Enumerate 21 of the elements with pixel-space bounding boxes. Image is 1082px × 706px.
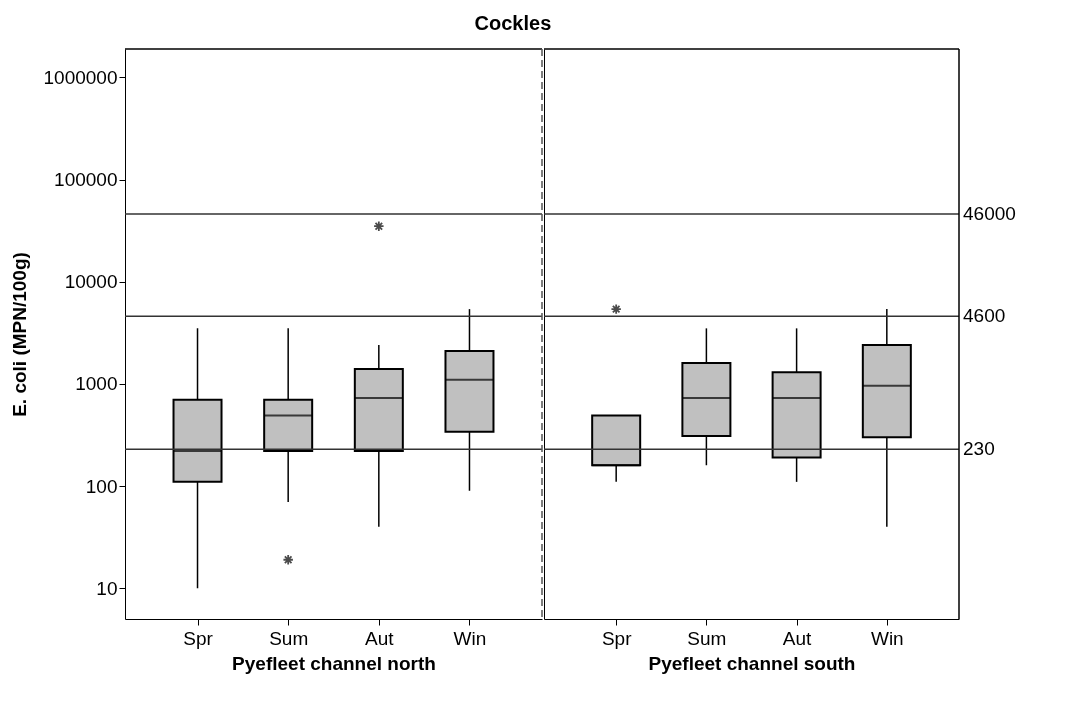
x-axis-title: Pyefleet channel north bbox=[232, 652, 436, 674]
y-tick-label: 100 bbox=[85, 475, 118, 497]
x-axis-title: Pyefleet channel south bbox=[648, 652, 856, 674]
y-tick-label: 1000 bbox=[75, 373, 118, 395]
x-tick-label: Sum bbox=[269, 627, 309, 649]
ref-line-label: 46000 bbox=[963, 203, 1016, 225]
x-tick-label: Win bbox=[453, 627, 487, 649]
x-tick-label: Spr bbox=[601, 627, 633, 649]
y-tick-label: 10000 bbox=[64, 271, 118, 293]
ref-line-label: 230 bbox=[963, 438, 995, 460]
x-tick-label: Win bbox=[870, 627, 904, 649]
ref-line-label: 4600 bbox=[963, 305, 1006, 327]
y-tick-label: 100000 bbox=[54, 169, 118, 191]
x-tick-label: Aut bbox=[365, 627, 395, 649]
x-tick-label: Aut bbox=[782, 627, 813, 649]
x-tick-label: Spr bbox=[183, 627, 214, 649]
y-axis-title: E. coli (MPN/100g) bbox=[8, 252, 30, 417]
x-tick-label: Sum bbox=[687, 627, 727, 649]
chart-title: Cockles bbox=[474, 12, 552, 35]
y-tick-label: 10 bbox=[96, 577, 118, 599]
y-tick-label: 1000000 bbox=[43, 66, 118, 88]
